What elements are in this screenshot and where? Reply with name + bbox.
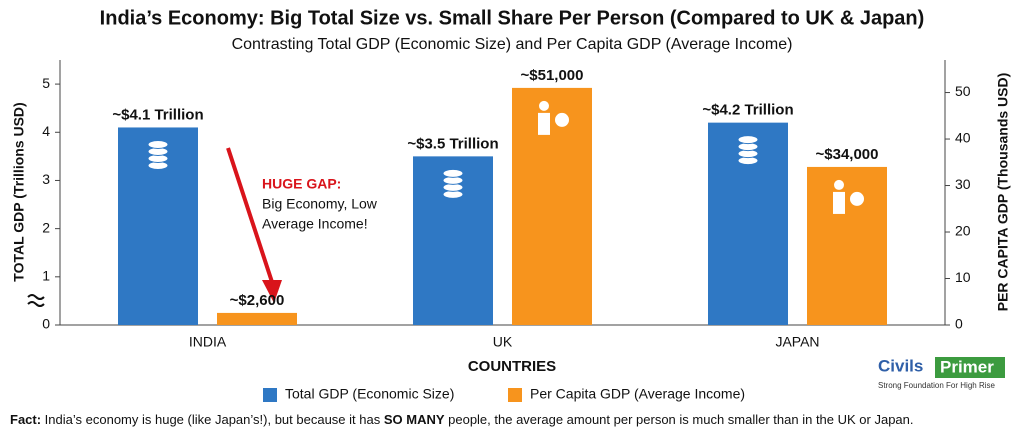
- logo-text: Primer: [940, 357, 994, 376]
- value-label: ~$4.1 Trillion: [112, 106, 203, 123]
- icon: [555, 112, 569, 127]
- axis-break: [27, 294, 45, 307]
- logo-box: [935, 357, 1005, 378]
- icon: [850, 191, 864, 206]
- x-tick-label: JAPAN: [775, 334, 819, 350]
- logo-text: Civils: [878, 356, 923, 375]
- icon: [538, 112, 550, 135]
- y-tick-label: 1: [42, 268, 50, 284]
- x-tick-label: UK: [493, 334, 513, 350]
- footnote-text: people, the average amount per person is…: [444, 412, 914, 427]
- arrow-head: [262, 280, 282, 303]
- bar: [512, 87, 592, 325]
- y2-axis-label: PER CAPITA GDP (Thousands USD): [995, 73, 1011, 312]
- logo: Civils Primer Strong Foundation For High…: [878, 356, 1005, 390]
- icon: [834, 179, 844, 190]
- y-tick-label: 0: [42, 316, 50, 332]
- value-label: ~$2,600: [230, 292, 285, 309]
- icon: [442, 168, 464, 178]
- icon: [539, 100, 549, 111]
- footnote-text: Fact:: [10, 412, 42, 427]
- y-tick-label: 2: [42, 219, 50, 235]
- chart-title: India’s Economy: Big Total Size vs. Smal…: [100, 7, 925, 29]
- y2-tick-label: 20: [955, 223, 971, 239]
- footnote-text: SO MANY: [383, 412, 445, 427]
- footnote-text: India’s economy is huge (like Japan’s!),…: [41, 412, 384, 427]
- x-axis-label: COUNTRIES: [468, 358, 556, 375]
- y2-tick-label: 0: [955, 316, 963, 332]
- annotation: Average Income!: [262, 216, 368, 232]
- icon: [147, 139, 169, 149]
- y2-tick-label: 30: [955, 176, 971, 192]
- logo-tagline: Strong Foundation For High Rise: [878, 381, 996, 390]
- arrow: [226, 147, 274, 283]
- y2-tick-label: 50: [955, 83, 971, 99]
- bar: [807, 166, 887, 325]
- legend-swatch: [263, 388, 277, 402]
- icon: [737, 135, 759, 145]
- legend-label: Total GDP (Economic Size): [285, 386, 454, 402]
- value-label: ~$3.5 Trillion: [407, 135, 498, 152]
- y-tick-label: 4: [42, 123, 50, 139]
- icon: [833, 191, 845, 214]
- y-tick-label: 3: [42, 171, 50, 187]
- value-label: ~$4.2 Trillion: [702, 102, 793, 119]
- legend-label: Per Capita GDP (Average Income): [530, 386, 745, 402]
- y-axis-label: TOTAL GDP (Trillions USD): [11, 102, 27, 281]
- value-label: ~$51,000: [521, 67, 584, 84]
- bar: [217, 312, 297, 325]
- annotation: HUGE GAP:: [262, 176, 341, 192]
- chart-subtitle: Contrasting Total GDP (Economic Size) an…: [232, 36, 793, 53]
- y2-tick-label: 40: [955, 130, 971, 146]
- value-label: ~$34,000: [816, 146, 879, 163]
- y-tick-label: 5: [42, 75, 50, 91]
- legend-swatch: [508, 388, 522, 402]
- x-tick-label: INDIA: [189, 334, 227, 350]
- annotation: Big Economy, Low: [262, 196, 378, 212]
- footnote: Fact: India’s economy is huge (like Japa…: [10, 412, 914, 427]
- y2-tick-label: 10: [955, 269, 971, 285]
